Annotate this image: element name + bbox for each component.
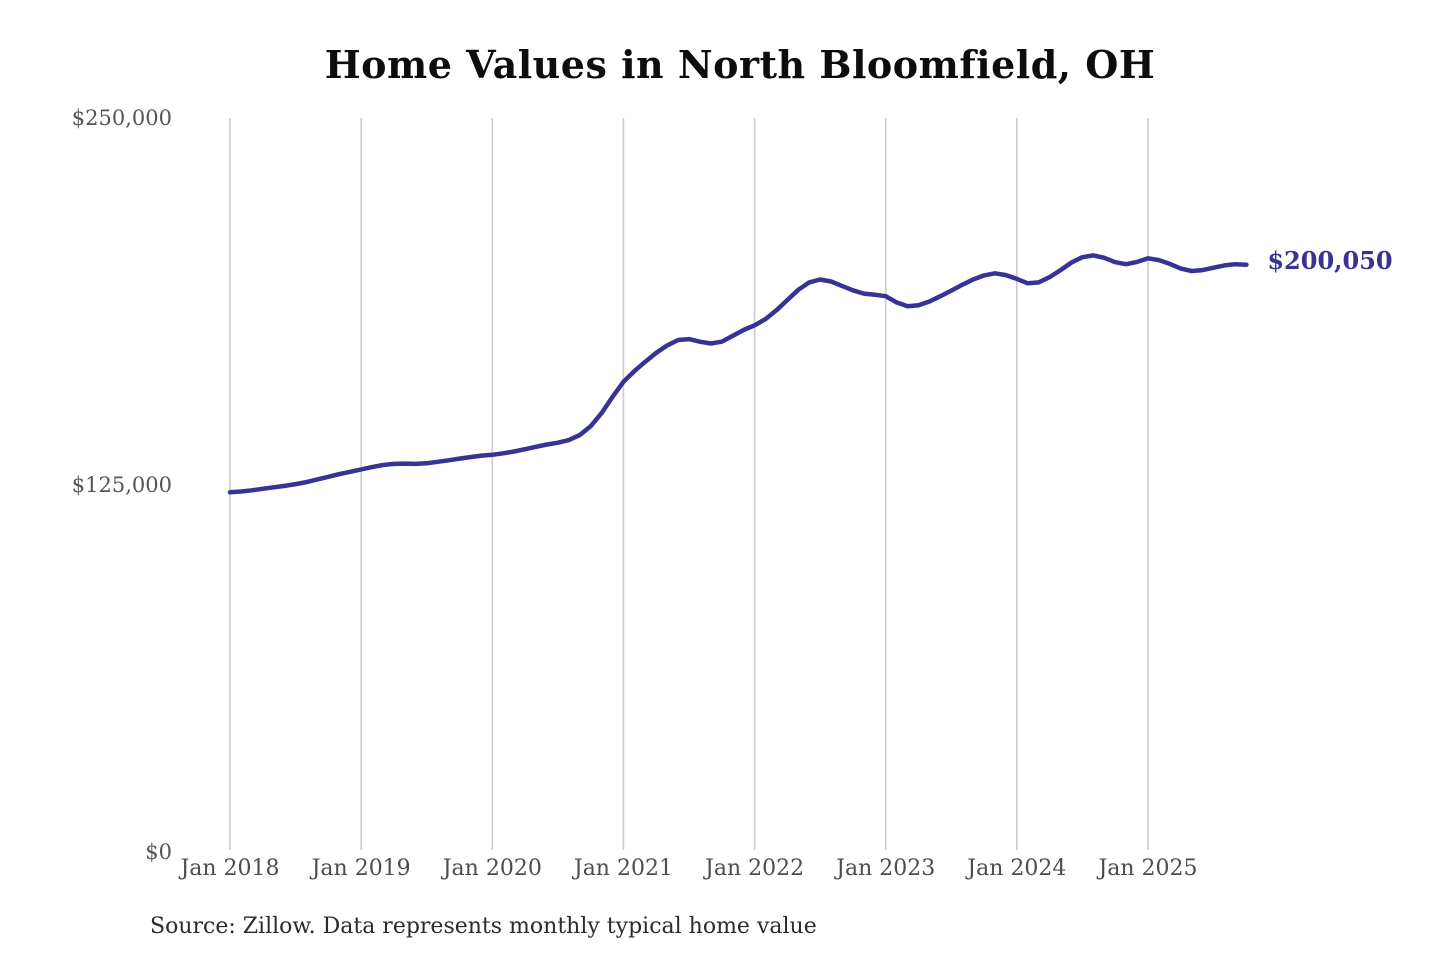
home-value-line-series xyxy=(227,253,1249,495)
final-value-label: $200,050 xyxy=(1267,245,1393,275)
x-axis-label: Jan 2022 xyxy=(705,856,805,881)
x-axis-label: Jan 2021 xyxy=(573,856,673,881)
year-gridlines xyxy=(229,118,1149,850)
y-axis-label: $0 xyxy=(145,840,172,864)
chart-title: Home Values in North Bloomfield, OH xyxy=(324,42,1156,87)
y-axis-label: $250,000 xyxy=(71,106,172,130)
x-axis-label: Jan 2024 xyxy=(967,856,1067,881)
x-axis-label: Jan 2025 xyxy=(1098,856,1198,881)
y-axis-label: $125,000 xyxy=(71,473,172,497)
x-axis-label: Jan 2019 xyxy=(311,856,411,881)
x-axis-label: Jan 2020 xyxy=(442,856,542,881)
x-axis-label: Jan 2023 xyxy=(836,856,936,881)
x-axis-label: Jan 2018 xyxy=(180,856,280,881)
source-note: Source: Zillow. Data represents monthly … xyxy=(150,914,817,939)
